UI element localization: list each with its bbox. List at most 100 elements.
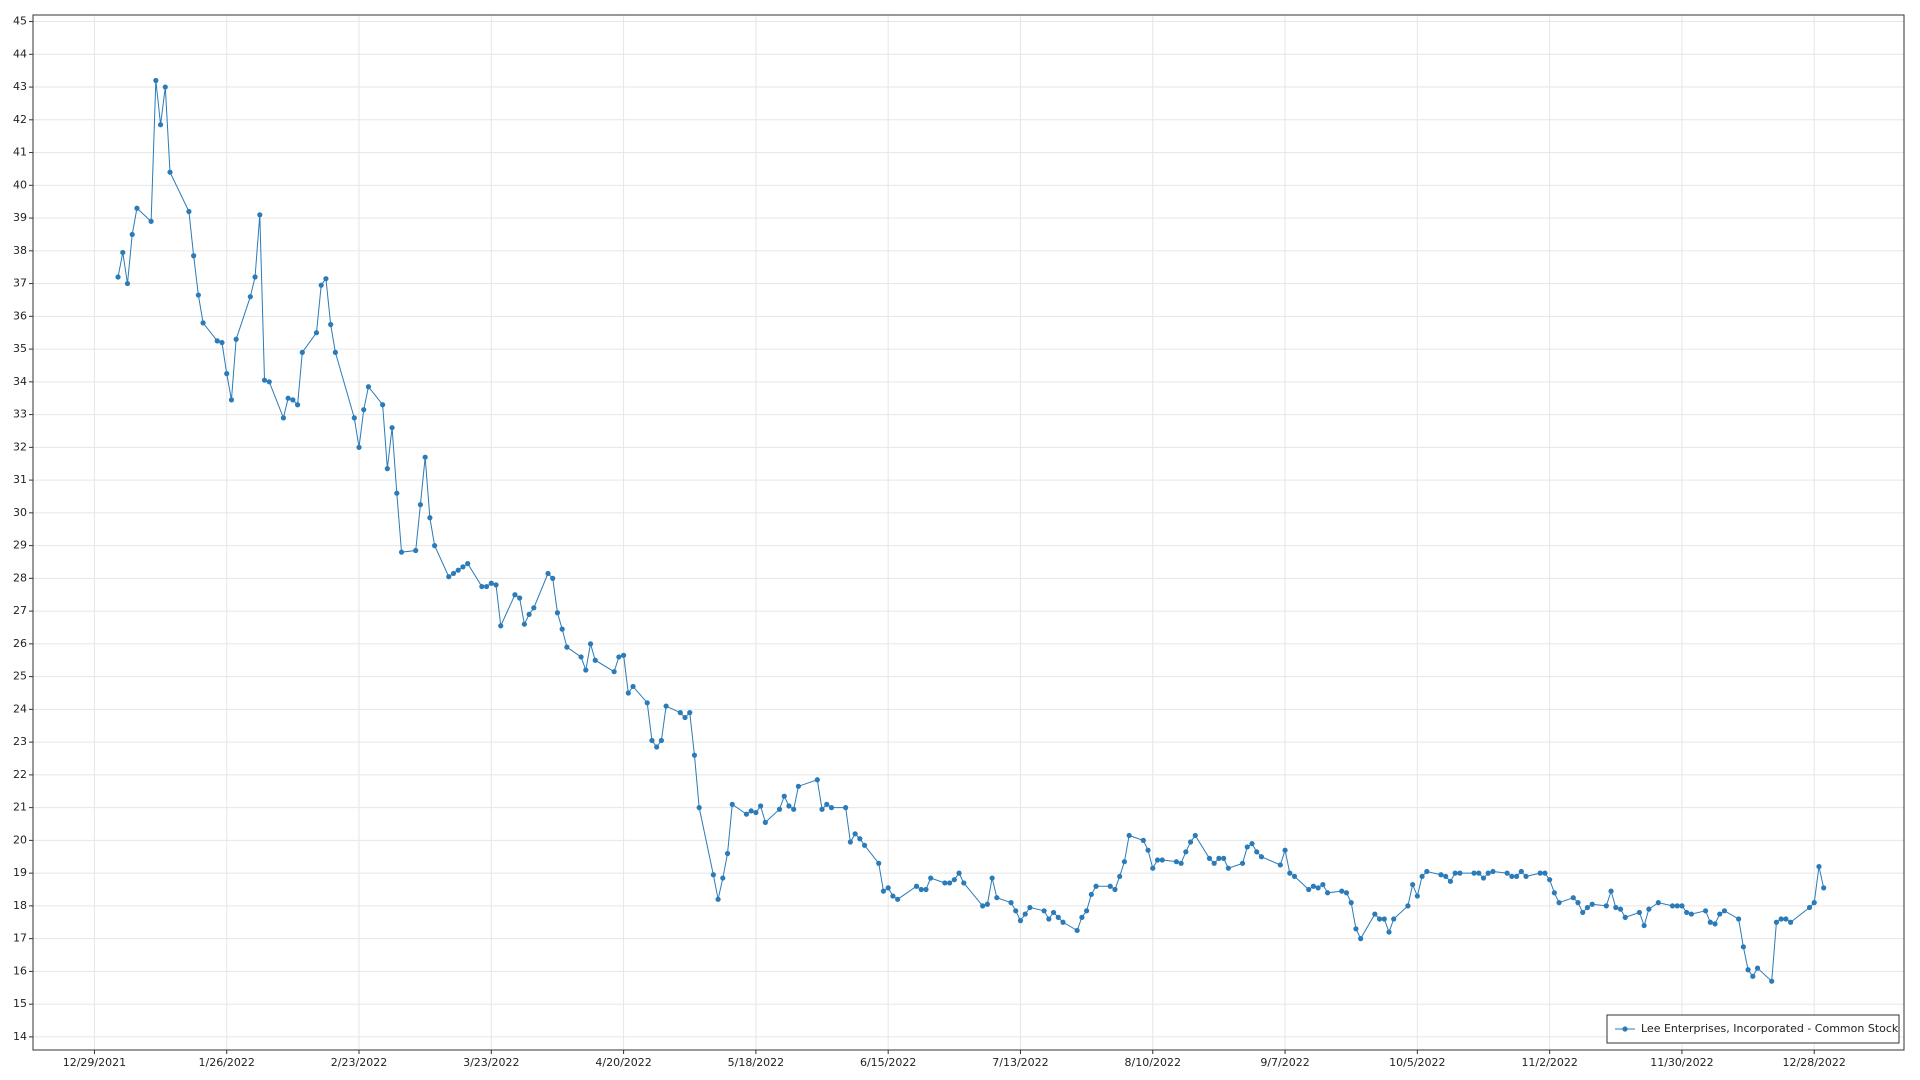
x-tick-label: 9/7/2022	[1260, 1056, 1309, 1069]
data-point	[843, 805, 849, 811]
data-point	[517, 595, 523, 601]
data-point	[1452, 870, 1458, 876]
data-point	[157, 122, 164, 128]
data-point	[1646, 906, 1652, 912]
data-point	[1754, 965, 1761, 971]
data-point	[1055, 914, 1061, 920]
data-point	[361, 407, 367, 413]
data-point	[1443, 873, 1449, 880]
x-tick-label: 11/2/2022	[1521, 1056, 1577, 1069]
data-point	[1622, 914, 1628, 920]
data-point	[1093, 883, 1099, 889]
data-point	[913, 883, 920, 889]
legend-box	[1606, 1014, 1900, 1044]
data-point	[115, 274, 121, 280]
y-tick-label: 43	[13, 80, 27, 93]
data-point	[1688, 911, 1694, 917]
data-point	[134, 205, 140, 211]
data-point	[696, 805, 702, 811]
data-point	[1126, 832, 1132, 839]
data-point	[219, 339, 225, 346]
data-point	[1291, 873, 1298, 880]
data-point	[460, 564, 466, 570]
x-tick-label: 4/20/2022	[595, 1056, 651, 1069]
data-point	[483, 583, 490, 590]
data-point	[1112, 886, 1118, 893]
data-point	[261, 377, 268, 383]
data-point	[167, 169, 173, 175]
data-point	[814, 777, 820, 783]
data-point	[663, 703, 669, 709]
data-point	[1617, 906, 1624, 912]
data-point	[290, 397, 296, 403]
data-point	[1570, 895, 1576, 901]
x-tick-label: 12/29/2021	[63, 1056, 126, 1069]
data-point	[1183, 849, 1189, 855]
plot-frame	[32, 14, 1905, 1051]
data-point	[1249, 841, 1255, 847]
data-point	[1381, 916, 1387, 922]
data-point	[228, 397, 235, 403]
data-point	[257, 212, 263, 218]
data-point	[1017, 918, 1024, 924]
data-point	[1239, 860, 1246, 866]
data-point	[620, 652, 627, 658]
data-point	[1046, 916, 1052, 922]
data-point	[961, 880, 967, 886]
data-point	[895, 896, 901, 902]
data-point	[1816, 863, 1822, 870]
data-point	[1603, 903, 1609, 909]
data-point	[1589, 901, 1595, 907]
data-point	[611, 669, 617, 675]
data-point	[162, 84, 168, 90]
data-point	[781, 793, 787, 799]
data-point	[1476, 870, 1482, 876]
y-tick-label: 24	[13, 702, 27, 715]
data-point	[564, 644, 570, 650]
data-point	[413, 547, 419, 554]
x-tick-label: 8/10/2022	[1125, 1056, 1181, 1069]
data-point	[682, 714, 688, 721]
y-tick-label: 22	[13, 768, 27, 781]
data-point	[1783, 916, 1789, 922]
y-tick-label: 23	[13, 735, 27, 748]
data-point	[890, 893, 896, 899]
y-tick-label: 44	[13, 47, 27, 60]
data-point	[616, 654, 622, 660]
data-point	[824, 801, 830, 807]
data-point	[715, 896, 721, 902]
data-point	[691, 752, 698, 758]
x-tick-label: 1/26/2022	[199, 1056, 255, 1069]
data-point	[1641, 922, 1647, 929]
data-point	[120, 249, 126, 256]
data-point	[1107, 883, 1113, 889]
data-point	[427, 515, 433, 521]
data-point	[819, 806, 825, 812]
data-point	[587, 641, 594, 647]
data-point	[677, 710, 683, 716]
data-point	[1216, 855, 1222, 861]
data-point	[1324, 890, 1331, 896]
data-point	[224, 371, 230, 377]
data-point	[1712, 921, 1718, 927]
y-tick-label: 33	[13, 408, 27, 421]
y-tick-label: 17	[13, 932, 27, 945]
data-point	[994, 895, 1000, 901]
data-point	[422, 454, 428, 460]
data-point	[1372, 911, 1378, 917]
data-point	[1306, 886, 1312, 893]
y-tick-label: 28	[13, 571, 27, 584]
data-point	[847, 839, 853, 845]
data-point	[384, 466, 390, 472]
data-point	[951, 877, 957, 883]
data-point	[857, 836, 863, 842]
data-point	[252, 274, 258, 280]
x-tick-label: 2/23/2022	[331, 1056, 387, 1069]
data-point	[1821, 885, 1827, 891]
data-point	[630, 683, 636, 690]
data-point	[1608, 888, 1614, 894]
data-point	[1310, 883, 1317, 889]
data-point	[432, 543, 438, 549]
data-point	[762, 819, 768, 825]
data-point	[1518, 868, 1524, 875]
